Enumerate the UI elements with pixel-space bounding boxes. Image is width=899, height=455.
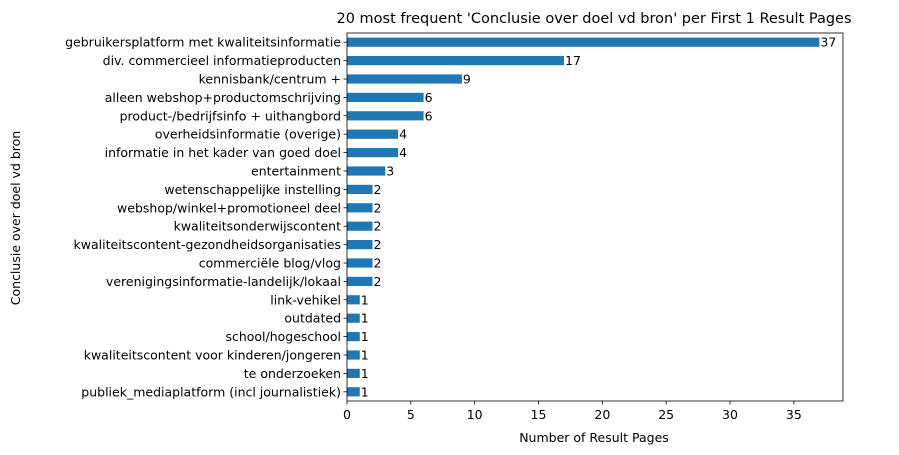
bar xyxy=(347,74,462,84)
bar xyxy=(347,92,424,102)
data-label: 2 xyxy=(374,182,382,197)
data-label: 37 xyxy=(820,35,836,50)
bar xyxy=(347,203,373,213)
data-label: 1 xyxy=(361,311,369,326)
bar xyxy=(347,332,360,342)
y-axis-label: Conclusie over doel vd bron xyxy=(8,131,23,305)
data-label: 4 xyxy=(399,145,407,160)
data-label: 6 xyxy=(425,108,433,123)
y-tick-label: informatie in het kader van goed doel xyxy=(105,145,341,160)
bar xyxy=(347,166,386,176)
data-label: 1 xyxy=(361,292,369,307)
y-tick-label: entertainment xyxy=(251,164,341,179)
y-tick-label: wetenschappelijke instelling xyxy=(164,182,341,197)
y-tick-label: outdated xyxy=(284,311,341,326)
y-tick-label: link-vehikel xyxy=(270,292,341,307)
data-label: 1 xyxy=(361,366,369,381)
y-tick-label: school/hogeschool xyxy=(225,329,341,344)
bar xyxy=(347,37,820,47)
x-axis-label: Number of Result Pages xyxy=(519,430,669,445)
x-tick-label: 0 xyxy=(343,407,351,422)
data-label: 2 xyxy=(374,256,382,271)
bar xyxy=(347,313,360,323)
bar xyxy=(347,368,360,378)
y-tick-label: publiek_mediaplatform (incl journalistie… xyxy=(81,384,341,399)
y-tick-label: alleen webshop+productomschrijving xyxy=(105,90,341,105)
bar xyxy=(347,240,373,250)
bar xyxy=(347,258,373,268)
data-label: 9 xyxy=(463,72,471,87)
data-label: 1 xyxy=(361,329,369,344)
x-tick-label: 15 xyxy=(531,407,547,422)
y-tick-label: kwaliteitscontent voor kinderen/jongeren xyxy=(84,348,341,363)
y-tick-label: verenigingsinformatie-landelijk/lokaal xyxy=(106,274,341,289)
data-label: 2 xyxy=(374,274,382,289)
data-label: 1 xyxy=(361,348,369,363)
x-tick-label: 20 xyxy=(594,407,610,422)
plot-frame xyxy=(346,32,844,402)
y-tick-label: kwaliteitscontent-gezondheidsorganisatie… xyxy=(74,237,341,252)
x-tick-label: 35 xyxy=(786,407,802,422)
data-label: 6 xyxy=(425,90,433,105)
y-tick-label: product-/bedrijfsinfo + uithangbord xyxy=(120,108,341,123)
y-tick-label: te onderzoeken xyxy=(244,366,341,381)
y-tick-label: kwaliteitsonderwijscontent xyxy=(174,219,342,234)
y-tick-label: div. commercieel informatieproducten xyxy=(103,53,341,68)
data-label: 17 xyxy=(565,53,581,68)
x-tick-label: 30 xyxy=(722,407,738,422)
bar xyxy=(347,184,373,194)
plot-area: gebruikersplatform met kwaliteitsinforma… xyxy=(65,32,844,422)
chart-title: 20 most frequent 'Conclusie over doel vd… xyxy=(336,11,851,27)
bar xyxy=(347,56,565,66)
data-label: 2 xyxy=(374,237,382,252)
data-label: 2 xyxy=(374,219,382,234)
y-tick-label: webshop/winkel+promotioneel deel xyxy=(117,200,341,215)
x-tick-label: 5 xyxy=(407,407,415,422)
bar xyxy=(347,148,399,158)
bar xyxy=(347,387,360,397)
bar xyxy=(347,276,373,286)
y-tick-label: gebruikersplatform met kwaliteitsinforma… xyxy=(65,35,341,50)
bar xyxy=(347,129,399,139)
bar xyxy=(347,111,424,121)
bar xyxy=(347,295,360,305)
y-tick-label: overheidsinformatie (overige) xyxy=(155,127,341,142)
y-tick-label: kennisbank/centrum + xyxy=(199,72,341,87)
x-tick-label: 25 xyxy=(658,407,674,422)
data-label: 4 xyxy=(399,127,407,142)
x-tick-label: 10 xyxy=(467,407,483,422)
data-label: 1 xyxy=(361,384,369,399)
bar xyxy=(347,221,373,231)
bar xyxy=(347,350,360,360)
data-label: 3 xyxy=(386,164,394,179)
data-label: 2 xyxy=(374,200,382,215)
y-tick-label: commerciële blog/vlog xyxy=(199,256,341,271)
